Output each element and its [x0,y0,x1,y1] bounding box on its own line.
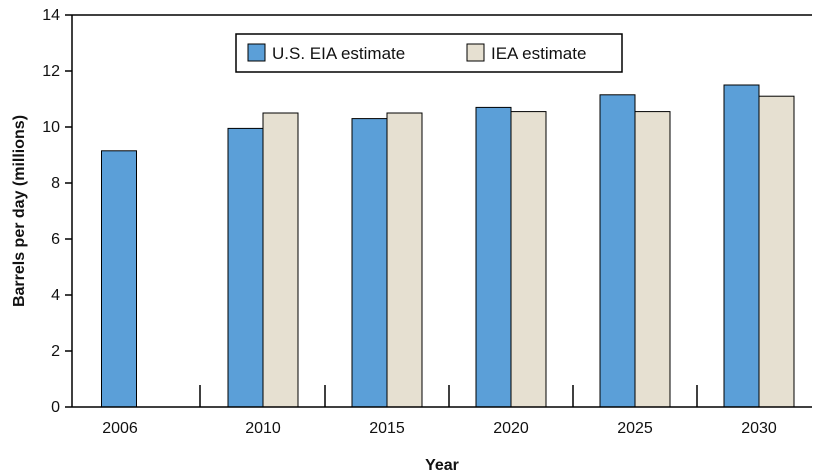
bar-eia-2030 [723,84,760,408]
bar-eia-2015 [351,118,388,408]
bar-iea-2015 [386,112,423,408]
bar-iea-2030 [758,95,795,408]
bar-eia-2010 [227,127,264,408]
x-tick-label: 2006 [102,420,138,437]
y-tick-label: 10 [42,119,60,136]
x-tick-label: 2020 [493,420,529,437]
y-axis-title: Barrels per day (millions) [11,115,28,307]
y-tick-label: 14 [42,7,60,24]
x-tick-label: 2030 [741,420,777,437]
legend-label-eia: U.S. EIA estimate [272,44,405,63]
y-tick-label: 6 [51,231,60,248]
y-tick-label: 2 [51,343,60,360]
bar-iea-2020 [510,111,547,408]
x-tick-label: 2015 [369,420,405,437]
legend-swatch-iea [466,43,485,62]
y-tick-label: 12 [42,63,60,80]
bar-iea-2025 [634,111,671,408]
y-tick-label: 8 [51,175,60,192]
x-tick-label: 2010 [245,420,281,437]
legend-swatch-eia [247,43,266,62]
y-tick-label: 4 [51,287,60,304]
x-tick-label: 2025 [617,420,653,437]
legend-label-iea: IEA estimate [491,44,586,63]
y-tick-label: 0 [51,399,60,416]
bar-eia-2025 [599,94,636,408]
bar-eia-2006 [101,150,137,408]
legend: U.S. EIA estimate IEA estimate [235,33,623,73]
bar-iea-2010 [262,112,299,408]
bar-eia-2020 [475,106,512,408]
x-axis-title: Year [425,457,459,474]
legend-box [235,33,623,73]
